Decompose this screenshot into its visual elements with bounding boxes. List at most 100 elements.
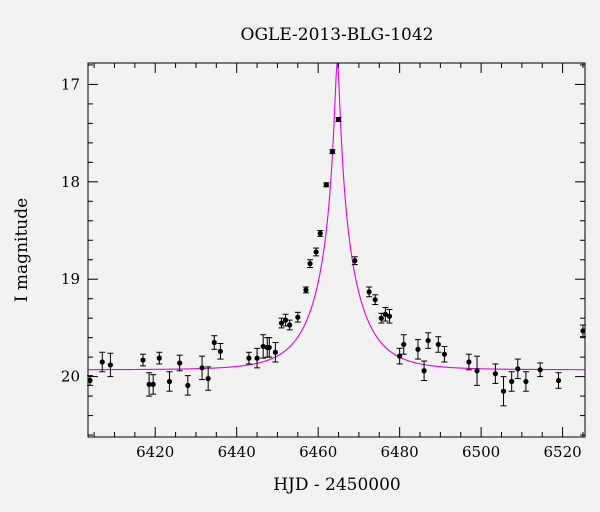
data-marker [441, 351, 448, 357]
x-tick-label: 6520 [544, 443, 582, 461]
data-point [500, 376, 507, 407]
data-marker [329, 149, 336, 155]
data-marker [260, 343, 266, 350]
data-marker [466, 359, 472, 365]
data-point [465, 353, 472, 371]
data-marker [474, 368, 480, 374]
data-point [146, 372, 153, 397]
data-point [282, 313, 289, 327]
data-point [522, 371, 529, 392]
data-point [400, 334, 407, 355]
data-point [266, 337, 273, 358]
data-marker [397, 353, 403, 359]
data-marker [537, 367, 543, 373]
data-point [366, 286, 373, 298]
y-tick-label: 17 [61, 75, 80, 93]
data-marker [146, 381, 152, 388]
data-points-layer [87, 116, 586, 407]
data-point [414, 339, 421, 360]
y-tick-label: 18 [61, 173, 80, 191]
data-marker [421, 368, 427, 374]
x-tick-label: 6420 [136, 443, 174, 461]
data-point [386, 308, 393, 324]
data-point [166, 371, 173, 392]
data-point [372, 294, 379, 306]
data-point [176, 354, 183, 372]
data-point [286, 319, 293, 331]
data-marker [372, 297, 378, 303]
axis-ticks [88, 63, 585, 437]
data-marker [156, 355, 162, 361]
data-marker [382, 311, 388, 317]
data-marker [278, 320, 285, 326]
data-point [323, 182, 330, 188]
data-point [260, 334, 267, 359]
data-point [555, 372, 562, 389]
data-marker [323, 182, 329, 188]
data-marker [217, 348, 223, 354]
data-marker [335, 116, 342, 123]
data-marker [282, 317, 289, 323]
data-point [150, 374, 157, 395]
data-marker [107, 362, 114, 368]
data-marker [199, 365, 205, 371]
data-point [425, 332, 432, 349]
data-marker [295, 314, 301, 320]
data-point [313, 247, 320, 257]
x-axis-label: HJD - 2450000 [273, 475, 401, 495]
data-point [435, 336, 442, 353]
data-point [156, 351, 163, 365]
data-point [441, 345, 448, 363]
data-point [317, 230, 324, 237]
data-marker [307, 261, 313, 267]
tick-labels: 6420 6440 6460 6480 6500 6520 17 18 19 20 [61, 75, 582, 461]
plot-frame [87, 62, 586, 438]
data-point [474, 355, 481, 386]
data-point [302, 286, 309, 294]
data-marker [254, 355, 260, 361]
y-tick-label: 19 [61, 270, 80, 288]
data-point [199, 355, 206, 381]
data-marker [166, 378, 173, 385]
data-point [254, 347, 261, 369]
data-point [278, 317, 285, 329]
data-marker [415, 346, 421, 352]
data-marker [435, 341, 441, 348]
data-marker [509, 378, 515, 385]
data-point [294, 311, 301, 323]
x-tick-label: 6460 [299, 443, 337, 461]
data-point [184, 375, 191, 396]
data-marker [523, 378, 529, 385]
data-point [99, 351, 106, 373]
data-point [205, 366, 212, 391]
data-point [351, 256, 358, 266]
data-marker [185, 382, 191, 388]
data-marker [177, 360, 183, 366]
data-marker [99, 359, 105, 365]
data-marker [266, 344, 272, 350]
data-marker [211, 339, 217, 346]
data-point [514, 358, 521, 380]
data-marker [303, 287, 309, 293]
model-curve-layer [88, 62, 585, 371]
data-point [139, 353, 146, 367]
data-point [382, 306, 389, 322]
data-marker [313, 249, 319, 255]
data-point [421, 360, 428, 382]
data-marker [246, 355, 252, 361]
data-marker [555, 377, 562, 384]
y-tick-label: 20 [61, 368, 80, 386]
data-marker [580, 328, 586, 334]
x-tick-label: 6480 [381, 443, 419, 461]
data-marker [386, 313, 393, 319]
data-marker [317, 230, 323, 237]
data-point [335, 116, 342, 123]
chart-title: OGLE-2013-BLG-1042 [241, 25, 434, 45]
data-marker [150, 381, 156, 388]
y-axis-label: I magnitude [12, 198, 32, 302]
data-point [107, 352, 114, 378]
data-marker [378, 315, 384, 321]
model-curve [88, 62, 585, 371]
